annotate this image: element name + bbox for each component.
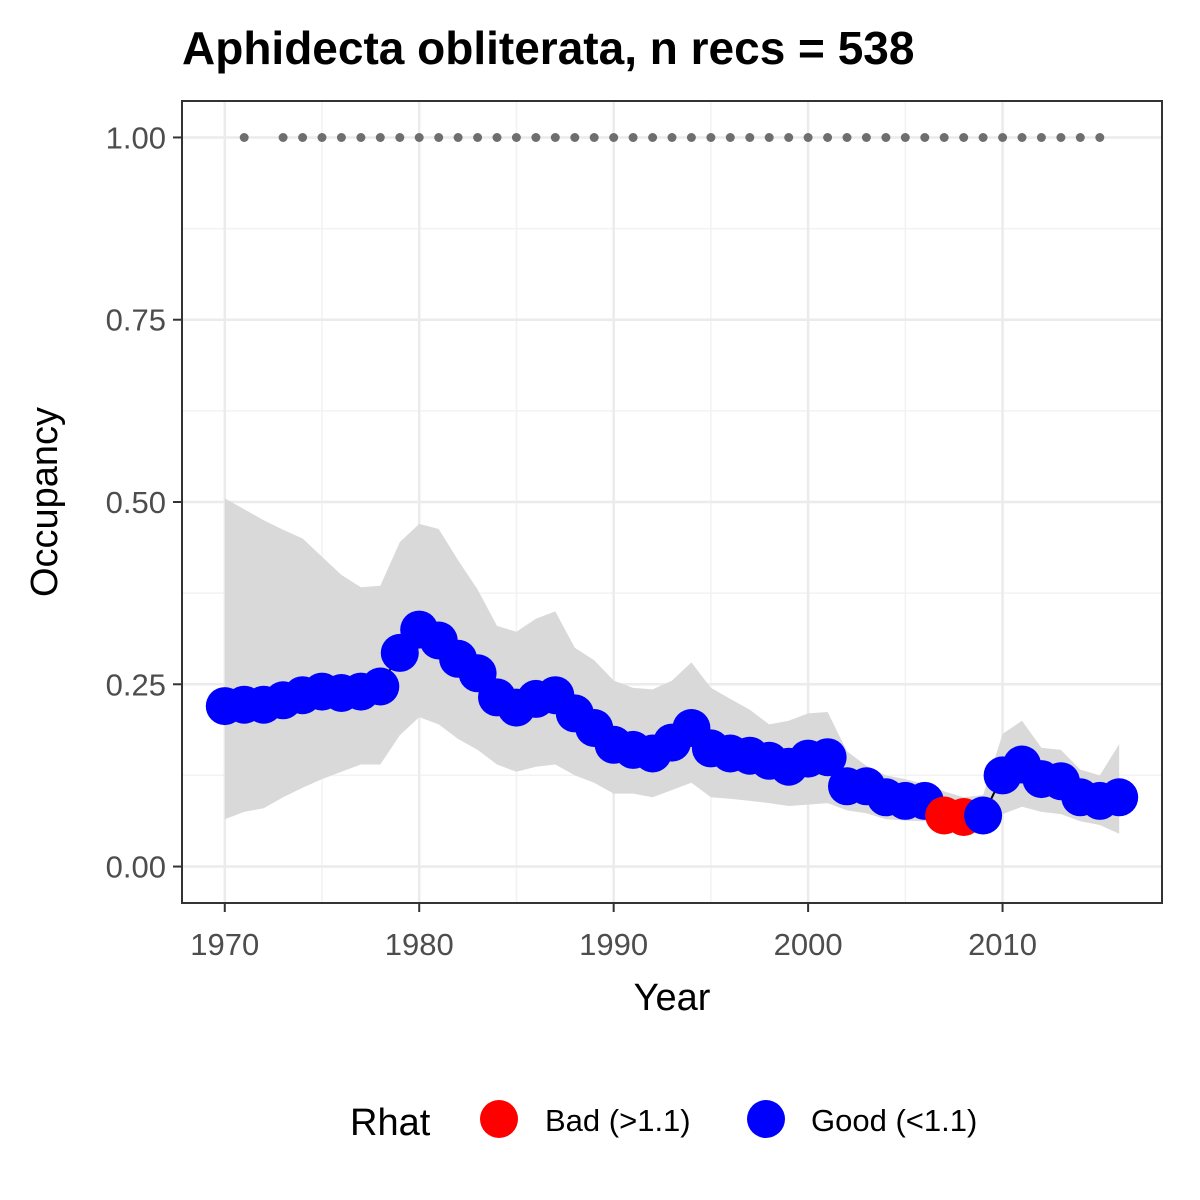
record-dot xyxy=(667,133,677,142)
y-axis: 0.00 0.25 0.50 0.75 1.00 xyxy=(106,120,182,885)
record-dot xyxy=(395,133,405,142)
record-dot xyxy=(1056,133,1066,142)
record-dot xyxy=(473,133,483,142)
y-tick-label: 0.75 xyxy=(106,303,166,338)
x-tick-label: 1980 xyxy=(385,927,454,962)
record-dot xyxy=(298,133,308,142)
legend-key-good xyxy=(747,1100,785,1138)
record-dot xyxy=(375,133,385,142)
record-dot xyxy=(803,133,813,142)
chart-title: Aphidecta obliterata, n recs = 538 xyxy=(182,22,914,74)
x-tick-label: 1970 xyxy=(190,927,259,962)
confidence-ribbon xyxy=(224,498,1120,834)
x-axis: 1970 1980 1990 2000 2010 xyxy=(190,903,1037,962)
record-year-dots xyxy=(239,133,1105,142)
record-dot xyxy=(706,133,716,142)
x-tick-label: 2000 xyxy=(774,927,843,962)
x-tick-label: 2010 xyxy=(968,927,1037,962)
record-dot xyxy=(998,133,1008,142)
record-dot xyxy=(784,133,794,142)
y-axis-title: Occupancy xyxy=(24,407,66,597)
record-dot xyxy=(511,133,521,142)
record-dot xyxy=(1075,133,1085,142)
record-dot xyxy=(589,133,599,142)
occupancy-points xyxy=(205,610,1139,836)
legend-label-bad: Bad (>1.1) xyxy=(545,1103,691,1138)
legend-key-bad xyxy=(480,1100,518,1138)
record-dot xyxy=(881,133,891,142)
record-dot xyxy=(1017,133,1027,142)
y-tick-label: 1.00 xyxy=(106,120,166,155)
occupancy-point xyxy=(361,667,400,706)
x-axis-title: Year xyxy=(634,977,711,1019)
record-dot xyxy=(900,133,910,142)
record-dot xyxy=(278,133,288,142)
record-dot xyxy=(492,133,502,142)
record-dot xyxy=(861,133,871,142)
record-dot xyxy=(356,133,366,142)
record-dot xyxy=(239,133,249,142)
legend: Rhat Bad (>1.1) Good (<1.1) xyxy=(350,1100,977,1144)
record-dot xyxy=(725,133,735,142)
record-dot xyxy=(609,133,619,142)
y-tick-label: 0.00 xyxy=(106,850,166,885)
x-tick-label: 1990 xyxy=(579,927,648,962)
occupancy-point xyxy=(1100,778,1139,817)
record-dot xyxy=(959,133,969,142)
record-dot xyxy=(317,133,327,142)
record-dot xyxy=(648,133,658,142)
occupancy-point xyxy=(808,738,847,777)
record-dot xyxy=(842,133,852,142)
record-dot xyxy=(550,133,560,142)
record-dot xyxy=(745,133,755,142)
legend-label-good: Good (<1.1) xyxy=(811,1103,977,1138)
occupancy-point xyxy=(964,796,1003,835)
record-dot xyxy=(978,133,988,142)
record-dot xyxy=(531,133,541,142)
record-dot xyxy=(764,133,774,142)
legend-title: Rhat xyxy=(350,1102,431,1144)
record-dot xyxy=(628,133,638,142)
y-tick-label: 0.25 xyxy=(106,667,166,702)
record-dot xyxy=(1095,133,1105,142)
record-dot xyxy=(686,133,696,142)
y-tick-label: 0.50 xyxy=(106,485,166,520)
record-dot xyxy=(920,133,930,142)
record-dot xyxy=(570,133,580,142)
record-dot xyxy=(939,133,949,142)
record-dot xyxy=(823,133,833,142)
record-dot xyxy=(1036,133,1046,142)
record-dot xyxy=(434,133,444,142)
record-dot xyxy=(414,133,424,142)
record-dot xyxy=(453,133,463,142)
record-dot xyxy=(336,133,346,142)
